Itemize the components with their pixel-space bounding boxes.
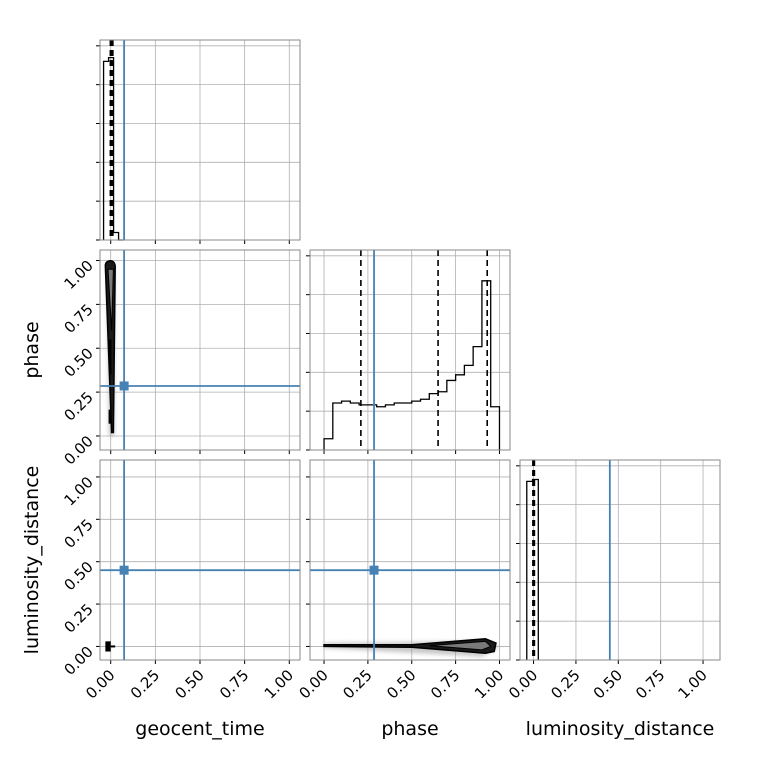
y-tick-label-phase-1: 0.25	[60, 388, 96, 424]
y-axis-label-phase: phase	[21, 321, 43, 378]
y-tick-label-phase-3: 0.75	[60, 300, 96, 336]
x-tick-label-phase-2: 0.50	[383, 666, 419, 702]
x-tick-label-geocent_time-0: 0.00	[82, 666, 118, 702]
x-tick-label-geocent_time-2: 0.50	[171, 666, 207, 702]
x-tick-label-luminosity_distance-3: 0.75	[632, 666, 668, 702]
panel-phase-vs-geocent_time-contour-inner	[107, 268, 114, 331]
hist-luminosity_distance-frame	[519, 459, 721, 661]
x-tick-label-luminosity_distance-1: 0.25	[547, 666, 583, 702]
y-tick-label-luminosity_distance-4: 1.00	[60, 473, 96, 509]
panel-luminosity_distance-vs-phase-contour-inner	[429, 640, 492, 651]
x-tick-label-phase-3: 0.75	[427, 666, 463, 702]
y-tick-label-phase-4: 1.00	[60, 257, 96, 293]
x-tick-label-luminosity_distance-2: 0.50	[590, 666, 626, 702]
panel-luminosity_distance-vs-geocent_time-truth-marker	[119, 565, 129, 575]
y-tick-label-luminosity_distance-0: 0.00	[60, 643, 96, 679]
x-tick-label-luminosity_distance-4: 1.00	[675, 666, 711, 702]
hist-phase-steps	[323, 280, 501, 450]
hist-geocent_time-frame	[99, 39, 301, 241]
x-axis-label-luminosity_distance: luminosity_distance	[526, 718, 715, 740]
panel-luminosity_distance-vs-geocent_time-density-block	[105, 641, 111, 652]
panel-phase-vs-geocent_time-truth-marker	[119, 381, 129, 391]
hist-phase-frame	[309, 249, 511, 451]
panel-luminosity_distance-vs-phase-contour-outer	[323, 638, 497, 654]
y-axis-label-luminosity_distance: luminosity_distance	[21, 466, 43, 655]
panel-luminosity_distance-vs-geocent_time-frame	[99, 459, 301, 661]
x-tick-label-geocent_time-1: 0.25	[127, 666, 163, 702]
x-tick-label-luminosity_distance-0: 0.00	[505, 666, 541, 702]
x-axis-label-phase: phase	[381, 718, 438, 740]
panel-luminosity_distance-vs-phase-truth-marker	[369, 565, 379, 575]
y-tick-label-phase-0: 0.00	[60, 432, 96, 468]
hist-geocent_time-steps	[102, 56, 124, 241]
x-tick-label-geocent_time-3: 0.75	[216, 666, 252, 702]
y-tick-label-luminosity_distance-1: 0.25	[60, 600, 96, 636]
x-tick-label-geocent_time-4: 1.00	[261, 666, 297, 702]
panel-luminosity_distance-vs-phase-frame	[309, 459, 511, 661]
x-tick-label-phase-4: 1.00	[471, 666, 507, 702]
y-tick-label-phase-2: 0.50	[60, 344, 96, 380]
x-axis-label-geocent_time: geocent_time	[135, 718, 264, 740]
y-tick-label-luminosity_distance-2: 0.50	[60, 558, 96, 594]
x-tick-label-phase-1: 0.25	[339, 666, 375, 702]
y-tick-label-luminosity_distance-3: 0.75	[60, 515, 96, 551]
panel-phase-vs-geocent_time-frame	[99, 249, 301, 451]
x-tick-label-phase-0: 0.00	[296, 666, 332, 702]
